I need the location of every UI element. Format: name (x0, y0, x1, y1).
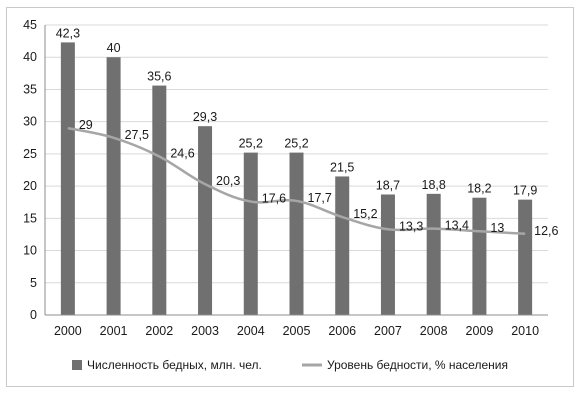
x-tick-label: 2006 (328, 324, 356, 338)
legend-line-label: Уровень бедности, % населения (327, 358, 508, 372)
y-tick-label: 5 (30, 276, 37, 290)
x-tick-label: 2010 (511, 324, 539, 338)
bar-2003 (198, 126, 213, 315)
legend-bar-label: Численность бедных, млн. чел. (87, 358, 262, 372)
bar-value-label: 21,5 (330, 160, 354, 174)
x-tick-label: 2005 (283, 324, 311, 338)
x-axis: 2000 2001 2002 2003 2004 2005 2006 2007 2008 2009… (45, 314, 548, 338)
x-tick-label: 2001 (100, 324, 128, 338)
bar-value-label: 29,3 (193, 110, 217, 124)
bar-value-label: 25,2 (284, 137, 308, 151)
line-value-label: 13 (490, 221, 504, 235)
y-tick-label: 20 (23, 179, 37, 193)
x-tick-label: 2007 (374, 324, 402, 338)
bar-value-label: 18,7 (376, 178, 400, 192)
bar-2001 (106, 57, 121, 315)
bar-value-label: 18,8 (422, 178, 446, 192)
line-value-label: 24,6 (170, 146, 194, 160)
line-value-label: 17,7 (308, 191, 332, 205)
data-labels: 42,3 40 35,6 29,3 25,2 25,2 21,5 18,7 18,8 18,2 17… (56, 26, 559, 237)
bar-series (60, 42, 533, 316)
bar-2009 (472, 197, 487, 315)
line-value-label: 20,3 (216, 174, 240, 188)
line-value-label: 13,4 (445, 219, 469, 233)
bar-value-label: 18,2 (467, 182, 491, 196)
line-value-label: 29 (79, 118, 93, 132)
bar-value-label: 17,9 (513, 184, 537, 198)
poverty-rate-line (67, 126, 526, 236)
y-tick-label: 35 (23, 82, 37, 96)
x-tick-label: 2004 (237, 324, 265, 338)
bar-2006 (335, 176, 350, 315)
bar-2008 (426, 193, 441, 315)
bar-2004 (243, 152, 258, 315)
x-tick-label: 2000 (54, 324, 82, 338)
x-tick-label: 2002 (145, 324, 173, 338)
x-tick-label: 2008 (420, 324, 448, 338)
line-value-label: 12,6 (534, 224, 558, 238)
x-tick-label: 2003 (191, 324, 219, 338)
bar-value-label: 40 (107, 41, 121, 55)
bar-value-label: 25,2 (239, 137, 263, 151)
y-tick-label: 15 (23, 211, 37, 225)
line-series (67, 126, 526, 236)
y-tick-label: 0 (30, 308, 37, 322)
bar-2007 (380, 194, 395, 315)
y-tick-label: 30 (23, 115, 37, 129)
bar-value-label: 35,6 (147, 70, 171, 84)
line-value-label: 15,2 (353, 207, 377, 221)
line-value-label: 13,3 (399, 219, 423, 233)
y-tick-label: 45 (23, 18, 37, 32)
x-tick-label: 2009 (466, 324, 494, 338)
bar-2005 (289, 152, 304, 315)
y-tick-label: 10 (23, 244, 37, 258)
bar-2000 (60, 42, 75, 316)
line-value-label: 27,5 (125, 128, 149, 142)
y-tick-label: 40 (23, 50, 37, 64)
y-tick-label: 25 (23, 147, 37, 161)
legend-bar-swatch (72, 360, 82, 370)
y-axis: 0 5 10 15 20 25 30 35 40 45 (23, 18, 46, 322)
bar-2010 (518, 199, 533, 315)
line-value-label: 17,6 (262, 192, 286, 206)
bar-value-label: 42,3 (56, 26, 80, 40)
legend: Численность бедных, млн. чел. Уровень бед… (72, 358, 508, 372)
bar-2002 (152, 85, 167, 315)
